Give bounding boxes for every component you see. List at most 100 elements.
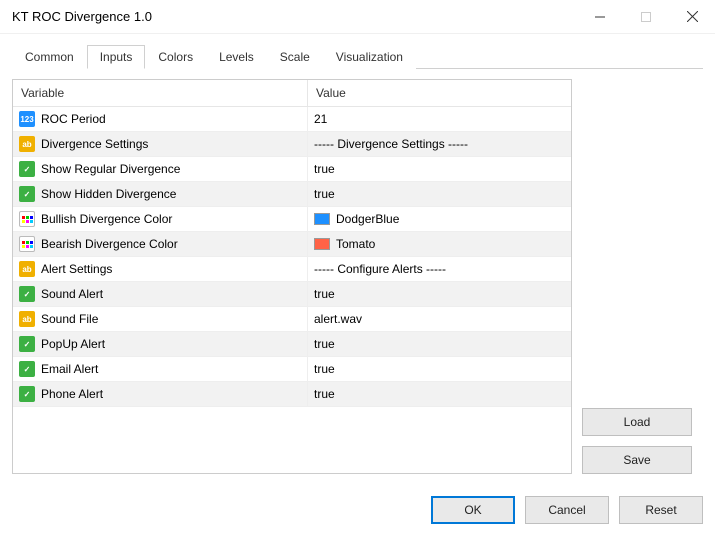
value-text: ----- Divergence Settings ----- [314,137,468,151]
value-cell[interactable]: true [308,357,571,381]
variable-name: Sound Alert [41,287,103,301]
tab-visualization[interactable]: Visualization [323,45,416,69]
boolean-icon: ✓ [19,336,35,352]
tab-levels[interactable]: Levels [206,45,267,69]
value-text: alert.wav [314,312,362,326]
value-cell[interactable]: ----- Configure Alerts ----- [308,257,571,281]
color-swatch [314,238,330,250]
column-header-variable[interactable]: Variable [13,80,308,106]
value-text: true [314,362,335,376]
variable-cell: 123 ROC Period [13,107,308,131]
value-text: true [314,162,335,176]
close-button[interactable] [669,0,715,33]
string-icon: ab [19,261,35,277]
value-cell[interactable]: DodgerBlue [308,207,571,231]
table-row[interactable]: ✓ Show Hidden Divergence true [13,182,571,207]
value-text: true [314,387,335,401]
reset-button[interactable]: Reset [619,496,703,524]
minimize-button[interactable] [577,0,623,33]
tab-common[interactable]: Common [12,45,87,69]
boolean-icon: ✓ [19,186,35,202]
tab-colors[interactable]: Colors [145,45,206,69]
variable-cell: ✓ Sound Alert [13,282,308,306]
table-row[interactable]: ✓ Email Alert true [13,357,571,382]
value-cell[interactable]: true [308,157,571,181]
color-icon [19,211,35,227]
color-swatch [314,213,330,225]
variable-name: Show Hidden Divergence [41,187,176,201]
table-row[interactable]: ✓ Sound Alert true [13,282,571,307]
variable-cell: ab Alert Settings [13,257,308,281]
variable-name: Divergence Settings [41,137,148,151]
tab-scale[interactable]: Scale [267,45,323,69]
maximize-button[interactable] [623,0,669,33]
value-cell[interactable]: Tomato [308,232,571,256]
ok-button[interactable]: OK [431,496,515,524]
value-text: true [314,187,335,201]
value-cell[interactable]: ----- Divergence Settings ----- [308,132,571,156]
grid-header: Variable Value [13,80,571,107]
cancel-button[interactable]: Cancel [525,496,609,524]
variable-cell: ✓ PopUp Alert [13,332,308,356]
variable-cell: ✓ Show Hidden Divergence [13,182,308,206]
variable-name: Show Regular Divergence [41,162,180,176]
table-row[interactable]: ✓ Show Regular Divergence true [13,157,571,182]
value-cell[interactable]: true [308,282,571,306]
variable-name: Bearish Divergence Color [41,237,178,251]
boolean-icon: ✓ [19,386,35,402]
boolean-icon: ✓ [19,161,35,177]
dialog-content: CommonInputsColorsLevelsScaleVisualizati… [0,34,715,482]
value-text: Tomato [336,237,375,251]
number-icon: 123 [19,111,35,127]
table-row[interactable]: ✓ PopUp Alert true [13,332,571,357]
string-icon: ab [19,136,35,152]
color-icon [19,236,35,252]
table-row[interactable]: ab Alert Settings ----- Configure Alerts -… [13,257,571,282]
variable-name: PopUp Alert [41,337,105,351]
value-cell[interactable]: true [308,382,571,406]
tab-inputs[interactable]: Inputs [87,45,146,69]
variable-cell: ab Sound File [13,307,308,331]
window-title: KT ROC Divergence 1.0 [12,9,577,24]
variable-name: ROC Period [41,112,106,126]
value-text: true [314,287,335,301]
boolean-icon: ✓ [19,286,35,302]
window-controls [577,0,715,33]
string-icon: ab [19,311,35,327]
side-buttons: Load Save [582,79,692,474]
variable-name: Sound File [41,312,98,326]
table-row[interactable]: ✓ Phone Alert true [13,382,571,407]
value-text: DodgerBlue [336,212,399,226]
variable-cell: ✓ Phone Alert [13,382,308,406]
variable-cell: ✓ Show Regular Divergence [13,157,308,181]
table-row[interactable]: Bearish Divergence Color Tomato [13,232,571,257]
variable-cell: Bearish Divergence Color [13,232,308,256]
boolean-icon: ✓ [19,361,35,377]
value-text: 21 [314,112,327,126]
value-cell[interactable]: 21 [308,107,571,131]
variable-cell: ab Divergence Settings [13,132,308,156]
table-row[interactable]: ab Sound File alert.wav [13,307,571,332]
value-cell[interactable]: true [308,182,571,206]
titlebar: KT ROC Divergence 1.0 [0,0,715,34]
tab-strip: CommonInputsColorsLevelsScaleVisualizati… [12,44,703,69]
table-row[interactable]: 123 ROC Period 21 [13,107,571,132]
grid-body: 123 ROC Period 21 ab Divergence Settings ----… [13,107,571,407]
table-row[interactable]: ab Divergence Settings ----- Divergence Se… [13,132,571,157]
save-button[interactable]: Save [582,446,692,474]
variable-name: Alert Settings [41,262,112,276]
inputs-panel: Variable Value 123 ROC Period 21 ab Divergen… [12,79,572,474]
dialog-footer: OK Cancel Reset [0,482,715,524]
variable-cell: ✓ Email Alert [13,357,308,381]
variable-name: Email Alert [41,362,98,376]
variable-cell: Bullish Divergence Color [13,207,308,231]
column-header-value[interactable]: Value [308,80,571,106]
value-cell[interactable]: alert.wav [308,307,571,331]
load-button[interactable]: Load [582,408,692,436]
value-text: ----- Configure Alerts ----- [314,262,446,276]
table-row[interactable]: Bullish Divergence Color DodgerBlue [13,207,571,232]
variable-name: Bullish Divergence Color [41,212,172,226]
value-cell[interactable]: true [308,332,571,356]
value-text: true [314,337,335,351]
variable-name: Phone Alert [41,387,103,401]
